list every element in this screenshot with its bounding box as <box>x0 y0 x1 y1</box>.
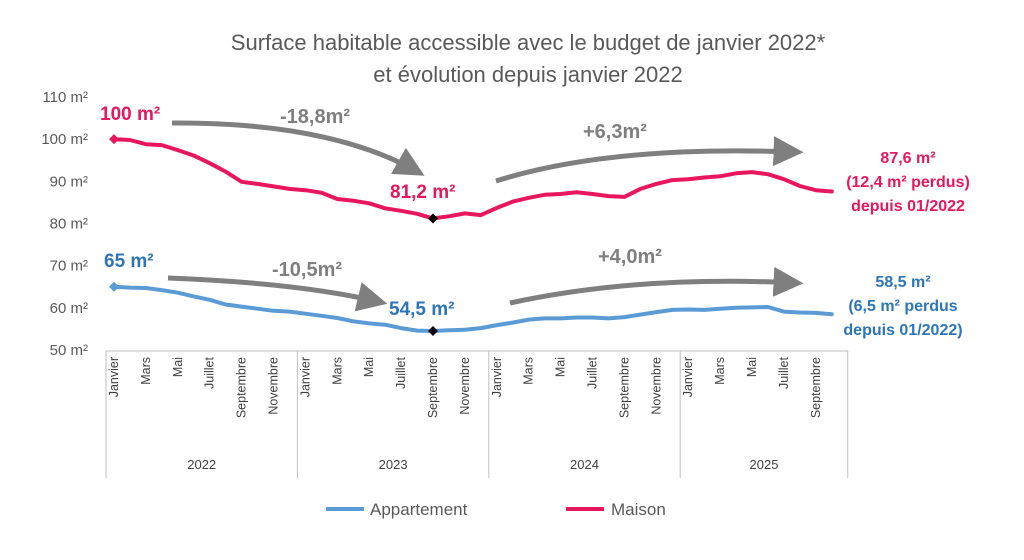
x-tick-label: Mars <box>713 357 727 385</box>
legend-label-appartement: Appartement <box>370 500 468 519</box>
y-tick-label: 110 m² <box>42 89 88 106</box>
maison-rise-arrow <box>495 136 804 184</box>
maison-end-label-3: depuis 01/2022 <box>851 198 965 215</box>
appart-rise-label: +4,0m² <box>598 246 662 268</box>
x-tick-label: Juillet <box>394 356 408 388</box>
x-axis-ticks: Janvier Mars Mai Juillet Septembre Novembre Ja… <box>107 356 823 418</box>
x-tick-label: Septembre <box>426 357 440 418</box>
y-tick-label: 60 m² <box>50 300 88 317</box>
min-markers <box>428 213 438 337</box>
start-marker-maison <box>109 134 119 145</box>
maison-drop-label: -18,8m² <box>280 106 350 128</box>
y-tick-label: 70 m² <box>50 258 88 275</box>
appart-min-label: 54,5 m² <box>389 299 454 320</box>
year-label: 2023 <box>379 457 408 472</box>
y-tick-label: 100 m² <box>41 131 88 148</box>
year-label: 2025 <box>750 457 779 472</box>
appart-start-label: 65 m² <box>104 251 154 272</box>
x-tick-label: Juillet <box>777 356 791 388</box>
legend-label-maison: Maison <box>611 500 666 519</box>
x-tick-label: Janvier <box>107 357 121 397</box>
maison-end-label-1: 87,6 m² <box>880 150 935 167</box>
appart-drop-label: -10,5m² <box>272 259 342 281</box>
legend: Appartement Maison <box>326 500 666 519</box>
min-marker-maison <box>428 213 438 224</box>
x-axis <box>105 350 849 478</box>
x-tick-label: Novembre <box>267 357 281 415</box>
chart-title-line1: Surface habitable accessible avec le bud… <box>231 30 826 55</box>
appart-drop-arrow <box>167 275 388 312</box>
x-tick-label: Janvier <box>298 357 312 397</box>
x-tick-label: Septembre <box>617 357 631 418</box>
min-marker-appartement <box>428 326 438 337</box>
maison-min-label: 81,2 m² <box>390 182 455 203</box>
x-tick-label: Septembre <box>809 357 823 418</box>
y-tick-label: 80 m² <box>50 216 88 233</box>
series-lines <box>109 134 834 333</box>
appart-rise-arrow <box>509 266 804 306</box>
trend-arrows <box>167 120 804 312</box>
x-tick-label: Mai <box>362 357 376 377</box>
x-tick-label: Mars <box>139 357 153 385</box>
x-tick-label: Mai <box>554 357 568 377</box>
appart-end-label-3: depuis 01/2022) <box>843 322 962 339</box>
maison-rise-label: +6,3m² <box>583 121 647 143</box>
x-tick-label: Juillet <box>586 356 600 388</box>
x-axis-years: 2022 2023 2024 2025 <box>187 457 778 472</box>
appart-end-label-1: 58,5 m² <box>875 274 930 291</box>
maison-drop-arrow <box>171 120 425 176</box>
x-tick-label: Novembre <box>649 357 663 415</box>
y-axis-ticks: 50 m² 60 m² 70 m² 80 m² 90 m² 100 m² 110 m² <box>41 89 88 359</box>
x-tick-label: Novembre <box>458 357 472 415</box>
x-tick-label: Mars <box>522 357 536 385</box>
x-tick-label: Janvier <box>681 357 695 397</box>
chart-title-line2: et évolution depuis janvier 2022 <box>373 62 682 87</box>
series-line-maison <box>112 137 834 221</box>
maison-start-label: 100 m² <box>100 104 160 125</box>
x-tick-label: Mai <box>745 357 759 377</box>
series-line-appartement <box>112 284 834 333</box>
start-marker-appartement <box>109 281 119 292</box>
y-tick-label: 90 m² <box>50 173 88 190</box>
x-tick-label: Janvier <box>490 357 504 397</box>
year-label: 2024 <box>570 457 599 472</box>
year-label: 2022 <box>187 457 216 472</box>
x-tick-label: Septembre <box>235 357 249 418</box>
appart-end-label-2: (6,5 m² perdus <box>848 298 957 315</box>
maison-end-label-2: (12,4 m² perdus) <box>846 174 970 191</box>
x-tick-label: Juillet <box>203 356 217 388</box>
y-tick-label: 50 m² <box>50 342 88 359</box>
x-tick-label: Mars <box>330 357 344 385</box>
x-tick-label: Mai <box>171 357 185 377</box>
